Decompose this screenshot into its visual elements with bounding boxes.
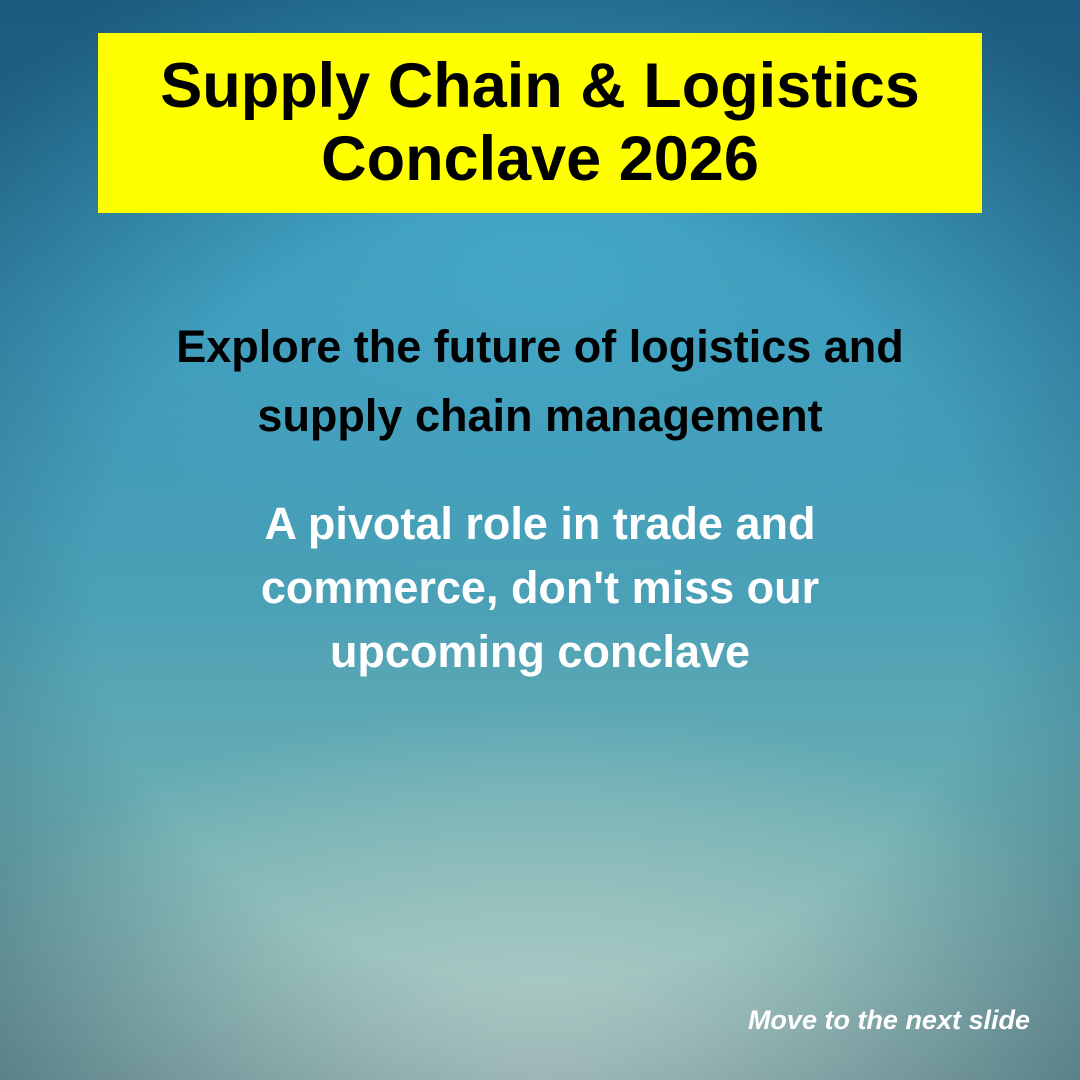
- subtitle-line-2: supply chain management: [257, 390, 823, 441]
- event-title: Supply Chain & Logistics Conclave 2026: [160, 50, 920, 196]
- event-title-line-1: Supply Chain & Logistics: [160, 51, 920, 121]
- next-slide-link[interactable]: Move to the next slide: [747, 1005, 1030, 1035]
- description-line-3: upcoming conclave: [329, 626, 751, 677]
- description-line-1: A pivotal role in trade and: [264, 498, 816, 549]
- description: A pivotal role in trade and commerce, do…: [140, 492, 940, 684]
- subtitle: Explore the future of logistics and supp…: [90, 312, 990, 450]
- subtitle-line-1: Explore the future of logistics and: [176, 321, 904, 372]
- title-banner: Supply Chain & Logistics Conclave 2026: [98, 33, 982, 213]
- description-line-2: commerce, don't miss our: [260, 562, 820, 613]
- event-title-line-2: Conclave 2026: [321, 124, 759, 194]
